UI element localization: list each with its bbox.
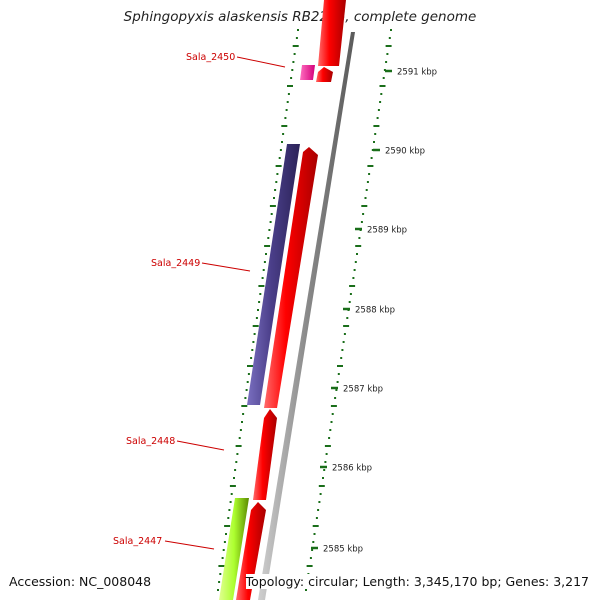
scale-ticks: 2591 kbp 2590 kbp 2589 kbp 2588 kbp 2587 kbp…	[311, 68, 437, 555]
gene-arrow-red-bottom	[236, 502, 266, 600]
gene-leader-line	[164, 540, 215, 550]
gene-arrow-red-top	[318, 0, 346, 66]
gene-label: Sala_2447	[113, 536, 162, 547]
gene-arrow-red-small	[316, 67, 333, 82]
scale-tick-label: 2589 kbp	[367, 226, 407, 236]
gene-leader-line	[201, 262, 251, 272]
scale-tick-label: 2585 kbp	[323, 545, 363, 555]
gene-label: Sala_2448	[126, 436, 175, 447]
accession-text: Accession: NC_008048	[9, 574, 152, 589]
gene-label: Sala_2450	[186, 52, 235, 63]
scale-tick-label: 2590 kbp	[385, 147, 425, 157]
gene-feature-magenta	[300, 65, 315, 80]
gene-features	[219, 0, 346, 600]
gene-feature-lime	[219, 498, 249, 600]
gene-label: Sala_2449	[151, 258, 200, 269]
gene-arrow-red-mid	[253, 409, 277, 500]
genome-backbone	[258, 32, 355, 600]
gene-leader-line	[176, 440, 225, 451]
left-dotted-ruler	[217, 29, 299, 591]
genome-title: Sphingopyxis alaskensis RB2256, complete…	[123, 9, 477, 25]
scale-tick-label: 2587 kbp	[343, 385, 383, 395]
topology-text: Topology: circular; Length: 3,345,170 bp…	[245, 574, 589, 589]
scale-tick-label: 2586 kbp	[332, 464, 372, 474]
scale-tick-label: 2591 kbp	[397, 68, 437, 78]
gene-leader-line	[236, 56, 286, 68]
scale-tick-label: 2588 kbp	[355, 306, 395, 316]
gene-arrow-red-long	[264, 147, 318, 408]
gene-feature-purple	[247, 144, 300, 405]
gene-callouts: Sala_2450 Sala_2449 Sala_2448 Sala_2447	[113, 52, 286, 550]
